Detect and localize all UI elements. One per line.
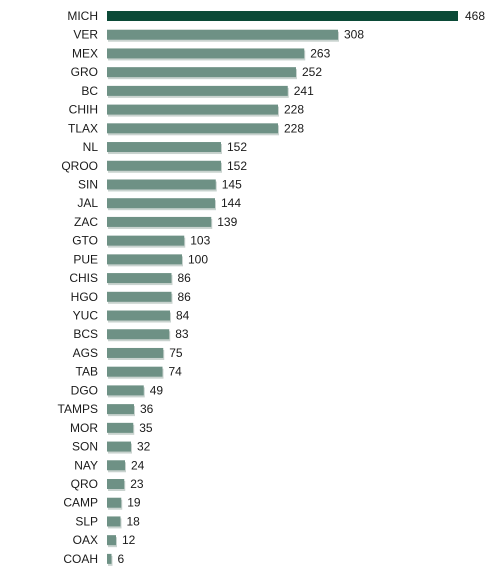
category-label-bc: BC — [81, 84, 98, 98]
value-label-ver: 308 — [344, 28, 364, 42]
labels-layer: MICH 468 VER 308 MEX 263 GRO 252 BC 241 CHIH 228 TLA… — [58, 9, 486, 566]
value-label-dgo: 49 — [150, 383, 164, 397]
bar-tlax — [107, 123, 278, 134]
value-label-yuc: 84 — [176, 309, 190, 323]
value-label-chis: 86 — [178, 271, 192, 285]
category-label-bcs: BCS — [73, 327, 98, 341]
bar-gro — [107, 67, 296, 78]
bar-pue — [107, 254, 182, 265]
value-label-ags: 75 — [169, 346, 183, 360]
value-label-sin: 145 — [222, 177, 242, 191]
value-label-mex: 263 — [310, 46, 330, 60]
value-label-nay: 24 — [131, 458, 145, 472]
category-label-sin: SIN — [78, 177, 98, 191]
bar-bc — [107, 85, 288, 96]
bar-hgo — [107, 291, 172, 302]
bar-dgo — [107, 385, 144, 396]
category-label-oax: OAX — [73, 533, 98, 547]
bar-chih — [107, 104, 278, 115]
value-label-son: 32 — [137, 440, 151, 454]
bar-tab — [107, 366, 163, 377]
category-label-ver: VER — [73, 28, 98, 42]
bar-camp — [107, 497, 122, 508]
category-label-gto: GTO — [72, 234, 98, 248]
value-label-nl: 152 — [227, 140, 247, 154]
value-label-tab: 74 — [169, 365, 183, 379]
category-label-camp: CAMP — [63, 496, 98, 510]
bar-mex — [107, 48, 305, 59]
bar-gto — [107, 235, 185, 246]
value-label-mich: 468 — [465, 9, 485, 23]
category-label-tab: TAB — [76, 365, 98, 379]
category-label-coah: COAH — [63, 552, 98, 566]
bar-zac — [107, 216, 212, 227]
bar-qro — [107, 479, 125, 489]
category-label-mex: MEX — [72, 46, 98, 60]
bar-slp — [107, 516, 121, 527]
bar-ver — [107, 29, 338, 40]
value-label-gro: 252 — [302, 65, 322, 79]
category-label-qroo: QROO — [61, 159, 98, 173]
category-label-mich: MICH — [67, 9, 98, 23]
bar-mor — [107, 422, 134, 433]
value-label-zac: 139 — [217, 215, 237, 229]
category-label-jal: JAL — [77, 196, 98, 210]
value-label-bc: 241 — [294, 84, 314, 98]
category-label-nay: NAY — [74, 458, 98, 472]
category-label-qro: QRO — [71, 477, 98, 491]
value-label-jal: 144 — [221, 196, 241, 210]
value-label-tamps: 36 — [140, 402, 154, 416]
value-label-coah: 6 — [118, 552, 125, 566]
bar-ags — [107, 347, 164, 358]
category-label-tamps: TAMPS — [58, 402, 98, 416]
category-label-tlax: TLAX — [68, 121, 98, 135]
category-label-ags: AGS — [73, 346, 98, 360]
bar-qroo — [107, 160, 221, 171]
bar-nay — [107, 460, 125, 471]
category-label-zac: ZAC — [74, 215, 98, 229]
value-label-bcs: 83 — [175, 327, 189, 341]
bar-chis — [107, 273, 172, 284]
category-label-nl: NL — [83, 140, 99, 154]
bars-layer — [107, 11, 458, 566]
category-label-pue: PUE — [73, 252, 98, 266]
category-label-mor: MOR — [70, 421, 98, 435]
value-label-pue: 100 — [188, 252, 208, 266]
value-label-qroo: 152 — [227, 159, 247, 173]
bar-mich — [107, 11, 458, 21]
value-label-oax: 12 — [122, 533, 136, 547]
category-label-son: SON — [72, 440, 98, 454]
bar-bcs — [107, 329, 170, 340]
value-label-mor: 35 — [139, 421, 153, 435]
bar-son — [107, 441, 131, 452]
bar-oax — [107, 535, 116, 546]
bar-coah — [107, 553, 112, 564]
category-label-chih: CHIH — [69, 103, 98, 117]
value-label-gto: 103 — [190, 234, 210, 248]
value-label-tlax: 228 — [284, 121, 304, 135]
category-label-dgo: DGO — [71, 383, 98, 397]
bar-jal — [107, 198, 215, 209]
category-label-chis: CHIS — [69, 271, 98, 285]
category-label-hgo: HGO — [71, 290, 98, 304]
value-label-qro: 23 — [130, 477, 144, 491]
value-label-chih: 228 — [284, 103, 304, 117]
bar-yuc — [107, 310, 170, 321]
value-label-camp: 19 — [127, 496, 141, 510]
value-label-slp: 18 — [127, 514, 141, 528]
bar-nl — [107, 142, 221, 153]
category-label-slp: SLP — [75, 514, 98, 528]
category-label-gro: GRO — [71, 65, 98, 79]
value-label-hgo: 86 — [178, 290, 192, 304]
category-label-yuc: YUC — [73, 309, 99, 323]
bar-tamps — [107, 404, 134, 415]
bar-sin — [107, 179, 216, 190]
